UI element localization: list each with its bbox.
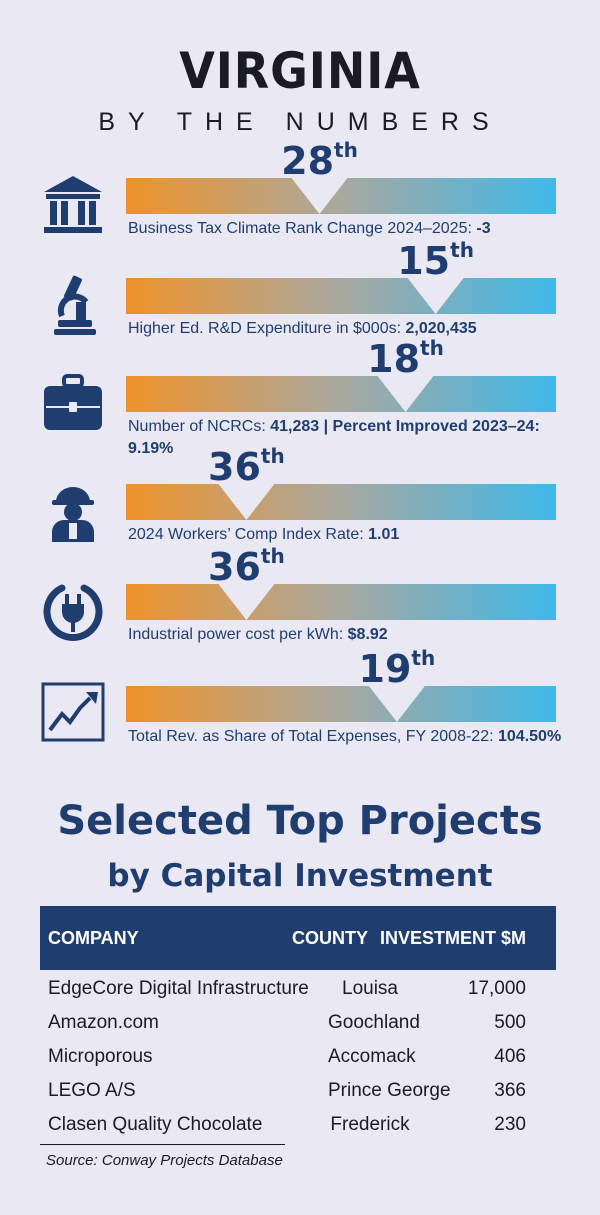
investment-cell: 366 [494, 1080, 526, 1101]
rank-bar-fill [126, 686, 556, 722]
county-cell: Accomack [328, 1046, 416, 1067]
rising-chart-icon [38, 680, 108, 746]
county-cell: Prince George [328, 1080, 451, 1101]
courthouse-icon [38, 172, 108, 238]
stat-label: Total Rev. as Share of Total Expenses, F… [128, 728, 498, 745]
rank-number: 19 [358, 647, 412, 691]
stat-label: Business Tax Climate Rank Change 2024–20… [128, 220, 477, 237]
column-header-investment: INVESTMENT $M [379, 928, 526, 948]
stat-row: 18th Number of NCRCs: 41,283 | Percent Im… [0, 338, 600, 480]
rank-number: 36 [208, 445, 261, 489]
rank-suffix: th [334, 138, 358, 162]
microscope-icon [38, 272, 108, 338]
stat-caption: Number of NCRCs: 41,283 | Percent Improv… [128, 416, 568, 460]
stat-label: 2024 Workers’ Comp Index Rate: [128, 526, 369, 543]
stat-value: 104.50% [498, 728, 562, 745]
projects-title: Selected Top Projects [57, 798, 543, 844]
projects-subtitle: by Capital Investment [107, 858, 493, 894]
rank-value: 15th [397, 239, 474, 283]
column-header-county: COUNTY [292, 928, 368, 948]
stat-label: Higher Ed. R&D Expenditure in $000s: [128, 320, 406, 337]
briefcase-icon [38, 370, 108, 436]
company-cell: LEGO A/S [48, 1080, 136, 1101]
rank-bar [126, 178, 556, 214]
rank-value: 28th [281, 139, 358, 183]
stat-caption: Higher Ed. R&D Expenditure in $000s: 2,0… [128, 318, 568, 340]
stat-value: 41,283 | Percent Improved 2023–24: 9.19% [128, 418, 540, 457]
table-row: Clasen Quality Chocolate Frederick 230 [40, 1110, 556, 1144]
rank-suffix: th [450, 238, 474, 262]
stat-caption: Business Tax Climate Rank Change 2024–20… [128, 218, 568, 240]
investment-cell: 406 [494, 1046, 526, 1067]
rank-number: 36 [208, 545, 261, 589]
rank-number: 18 [367, 337, 421, 381]
stat-value: -3 [476, 220, 491, 237]
stat-row: 19th Total Rev. as Share of Total Expense… [0, 648, 600, 790]
rank-bar-fill [126, 178, 556, 214]
company-cell: Microporous [48, 1046, 153, 1067]
page-title: VIRGINIA [179, 42, 421, 100]
rank-bar-fill [126, 278, 556, 314]
county-cell: Louisa [342, 978, 398, 999]
rank-value: 18th [367, 337, 444, 381]
rank-value: 36th [208, 445, 285, 489]
rank-bar-fill [126, 584, 556, 620]
source-divider [40, 1144, 285, 1145]
table-row: LEGO A/S Prince George 366 [40, 1076, 556, 1110]
rank-bar [126, 584, 556, 620]
county-cell: Frederick [330, 1114, 410, 1135]
stat-label: Industrial power cost per kWh: [128, 626, 348, 643]
company-cell: EdgeCore Digital Infrastructure [48, 978, 309, 999]
table-row: EdgeCore Digital Infrastructure Louisa 17,… [40, 974, 556, 1008]
investment-cell: 500 [494, 1012, 526, 1033]
rank-number: 28 [281, 139, 335, 183]
rank-bar [126, 686, 556, 722]
rank-suffix: th [260, 544, 285, 568]
source-note: Source: Conway Projects Database [46, 1152, 283, 1169]
table-header: COMPANY COUNTY INVESTMENT $M [40, 906, 556, 970]
stat-row: 36th Industrial power cost per kWh: $8.92 [0, 546, 600, 688]
rank-value: 19th [358, 647, 436, 691]
rank-suffix: th [420, 336, 444, 360]
stat-caption: 2024 Workers’ Comp Index Rate: 1.01 [128, 524, 568, 546]
stat-value: 1.01 [368, 526, 400, 543]
stat-row: 15th Higher Ed. R&D Expenditure in $000s:… [0, 240, 600, 382]
power-plug-icon [38, 578, 108, 644]
table-row: Microporous Accomack 406 [40, 1042, 556, 1076]
investment-cell: 17,000 [467, 978, 526, 999]
stat-row: 28th Business Tax Climate Rank Change 202… [0, 140, 600, 282]
company-cell: Clasen Quality Chocolate [48, 1114, 263, 1135]
rank-number: 15 [397, 239, 451, 283]
stat-label: Number of NCRCs: [128, 418, 271, 435]
rank-bar-fill [126, 376, 556, 412]
stat-value: $8.92 [347, 626, 388, 643]
table-row: Amazon.com Goochland 500 [40, 1008, 556, 1042]
investment-cell: 230 [494, 1114, 526, 1135]
stat-row: 36th 2024 Workers’ Comp Index Rate: 1.01 [0, 446, 600, 588]
rank-value: 36th [208, 545, 285, 589]
column-header-company: COMPANY [48, 928, 139, 948]
stat-value: 2,020,435 [405, 320, 477, 337]
rank-bar [126, 278, 556, 314]
rank-bar-fill [126, 484, 556, 520]
stat-caption: Industrial power cost per kWh: $8.92 [128, 624, 568, 646]
rank-bar [126, 484, 556, 520]
rank-suffix: th [260, 444, 285, 468]
stat-caption: Total Rev. as Share of Total Expenses, F… [128, 726, 568, 748]
county-cell: Goochland [328, 1012, 420, 1033]
construction-worker-icon [38, 478, 108, 544]
page-subtitle: BY THE NUMBERS [98, 108, 502, 136]
rank-suffix: th [411, 646, 436, 670]
company-cell: Amazon.com [48, 1012, 159, 1033]
rank-bar [126, 376, 556, 412]
